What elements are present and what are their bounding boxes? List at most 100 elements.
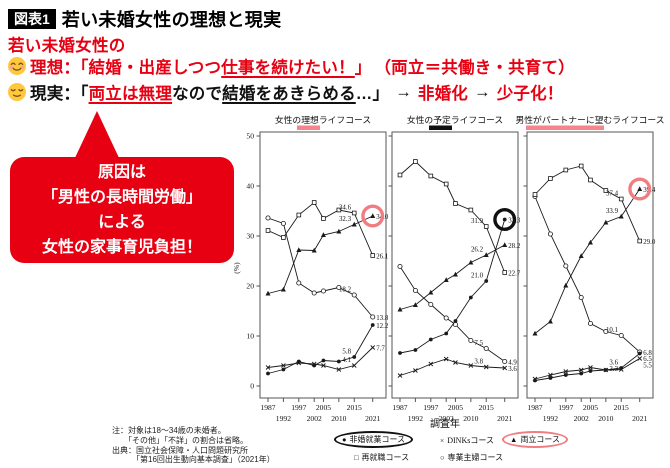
source-notes: 注：対象は18～34歳の未婚者。 「その他」「不詳」の割合は省略。 出典：国立社… [112,426,275,465]
svg-text:1992: 1992 [276,414,291,423]
svg-text:0: 0 [250,382,254,391]
svg-text:4.1: 4.1 [342,357,351,364]
ideal-prefix: 理想：「結婚・出産しつつ [30,59,222,77]
dot-filled-marker-icon: ● [342,435,347,444]
svg-text:2015: 2015 [479,403,494,412]
legend-item-balance: ▲ 両立コース [502,431,569,448]
svg-text:2005: 2005 [583,403,598,412]
svg-text:22.7: 22.7 [508,270,521,277]
svg-text:2005: 2005 [316,403,331,412]
reality-giveup: 結婚をあきらめる [222,85,356,103]
reality-mid: なので [172,85,223,103]
svg-text:1997: 1997 [558,403,573,412]
svg-text:2015: 2015 [614,403,629,412]
svg-text:5.5: 5.5 [643,363,652,370]
outcome-no-marriage: 非婚化 [417,85,468,103]
svg-text:20: 20 [246,282,254,291]
legend-item-housewife: ○ 専業主婦コース [440,452,503,463]
svg-text:33.9: 33.9 [606,208,619,215]
ideal-paren: （両立＝共働き・共育て） [374,59,575,77]
svg-text:6.5: 6.5 [643,356,652,363]
outcome-fewer-children: 少子化！ [496,85,564,103]
svg-text:1987: 1987 [527,403,542,412]
svg-text:1997: 1997 [423,403,438,412]
bubble-pointer-triangle [74,111,120,160]
note-line: 注：対象は18～34歳の未婚者。 [112,426,226,435]
legend-item-unmarried-work: ● 非婚就業コース [334,431,414,448]
arrow-right: → [474,82,491,101]
svg-text:6.8: 6.8 [643,350,652,357]
svg-text:10: 10 [246,332,254,341]
circle-open-marker-icon: ○ [440,453,445,462]
ideal-text: 理想：「結婚・出産しつつ仕事を続けたい！」 [30,54,371,78]
legend-label: 専業主婦コース [447,453,504,462]
svg-text:10.1: 10.1 [606,327,619,334]
svg-text:7.5: 7.5 [474,340,483,347]
reality-impossible: 両立は無理 [88,85,173,103]
svg-text:(%): (%) [232,262,241,274]
svg-text:18.2: 18.2 [339,287,352,294]
svg-text:2005: 2005 [448,403,463,412]
ideal-close: 」 [354,59,372,77]
chart-1-plot: 女性の理想ライフコース01020304050(%)198719921997200… [232,114,389,423]
svg-text:2002: 2002 [307,414,322,423]
reality-line: 現実：「両立は無理なので結婚をあきらめる…」 → 非婚化 → 少子化！ [7,80,564,104]
smiling-blush-face-icon [8,57,26,75]
legend-label: 再就職コース [361,453,410,462]
reality-prefix: 現実：「 [30,85,89,103]
cause-callout-bubble: 原因は 「男性の長時間労働」 による 女性の家事育児負担！ [10,157,234,263]
svg-text:30: 30 [246,232,254,241]
bubble-line: 原因は [97,164,146,181]
svg-text:1987: 1987 [260,403,275,412]
chart-2-plot: 女性の予定ライフコース19871992199720022005201020152… [388,114,521,423]
svg-text:2010: 2010 [598,414,613,423]
svg-text:40: 40 [246,182,254,191]
reality-text: 現実：「両立は無理なので結婚をあきらめる…」 [30,80,389,104]
svg-text:2021: 2021 [365,414,380,423]
square-open-marker-icon: □ [354,453,359,462]
legend-item-reemployment: □ 再就職コース [354,452,409,463]
svg-text:3.6: 3.6 [508,366,517,373]
legend-label: DINKsコース [447,436,494,445]
svg-text:男性がパートナーに望むライフコース: 男性がパートナーに望むライフコース [515,114,664,125]
svg-text:2021: 2021 [632,414,647,423]
note-line: 「第16回出生動向基本調査」（2021年） [132,455,275,465]
bubble-line: 「男性の長時間労働」 [41,189,202,206]
svg-text:1987: 1987 [392,403,407,412]
svg-text:7.7: 7.7 [376,345,385,352]
legend-label: 両立コース [520,435,561,444]
svg-text:5.8: 5.8 [342,349,351,356]
svg-text:3.3: 3.3 [609,366,618,373]
svg-text:3.6: 3.6 [609,360,618,367]
svg-text:31.9: 31.9 [471,218,484,225]
relieved-face-icon [8,83,26,101]
svg-text:1992: 1992 [408,414,423,423]
svg-text:2002: 2002 [574,414,589,423]
lead-line: 若い未婚女性の [8,37,126,55]
legend-label: 非婚就業コース [349,435,406,444]
svg-text:2002: 2002 [439,414,454,423]
svg-text:女性の理想ライフコース: 女性の理想ライフコース [275,114,371,125]
svg-text:26.2: 26.2 [471,247,484,254]
svg-text:2015: 2015 [347,403,362,412]
svg-text:女性の予定ライフコース: 女性の予定ライフコース [407,114,503,125]
svg-text:37.4: 37.4 [606,191,619,198]
svg-text:4.9: 4.9 [508,359,517,366]
svg-text:2010: 2010 [331,414,346,423]
svg-text:50: 50 [246,132,254,141]
svg-text:1997: 1997 [291,403,306,412]
bubble-line: による [98,214,146,231]
note-line: 「その他」「不詳」の割合は省略。 [124,435,248,445]
svg-text:2021: 2021 [497,414,512,423]
note-line: 出典：国立社会保障・人口問題研究所 [112,445,248,455]
svg-text:32.3: 32.3 [339,216,352,223]
svg-text:21.0: 21.0 [471,273,484,280]
arrow-right: → [395,82,412,101]
svg-text:26.1: 26.1 [376,253,389,260]
ideal-underlined: 仕事を続けたい！ [221,59,355,77]
header: 図表1 若い未婚女性の理想と現実 [8,6,281,32]
figure-badge: 図表1 [8,9,56,29]
chart-3-plot: 男性がパートナーに望むライフコース19871992199720022005201… [515,114,664,423]
